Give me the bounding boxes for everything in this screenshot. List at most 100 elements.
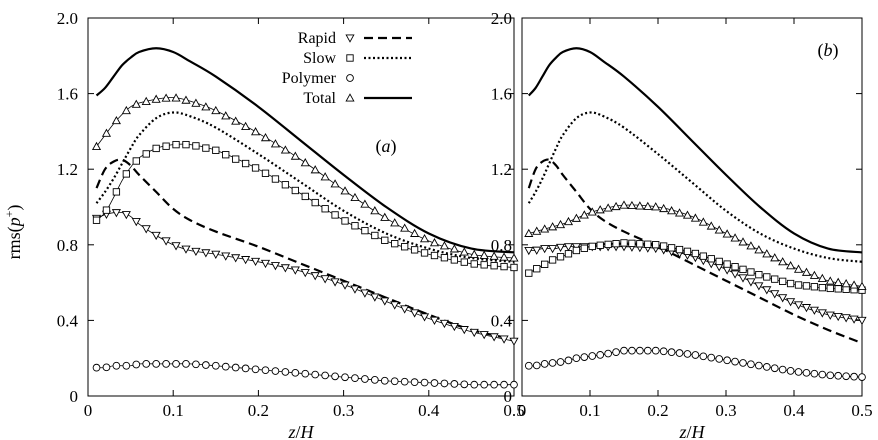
plot-frame bbox=[521, 17, 863, 397]
data-point-total bbox=[260, 132, 271, 142]
data-point-slow bbox=[739, 265, 747, 274]
data-point-total bbox=[439, 241, 449, 250]
y-tick-label: 0.4 bbox=[57, 311, 79, 330]
data-point-polymer bbox=[802, 368, 811, 377]
data-point-total bbox=[722, 229, 732, 238]
series-markers-polymer bbox=[524, 346, 866, 381]
series-markers-slow bbox=[525, 239, 866, 294]
data-point-polymer bbox=[731, 357, 739, 366]
data-point-total bbox=[793, 264, 804, 273]
data-point-slow bbox=[401, 243, 409, 251]
data-point-rapid bbox=[849, 315, 859, 324]
data-point-slow bbox=[683, 247, 692, 256]
data-point-slow bbox=[533, 265, 541, 273]
legend-marker-total bbox=[345, 93, 355, 102]
data-point-polymer bbox=[510, 380, 518, 389]
data-point-total bbox=[786, 261, 796, 270]
data-point-slow bbox=[731, 263, 739, 271]
data-point-polymer bbox=[564, 356, 573, 365]
data-point-rapid bbox=[380, 297, 390, 306]
data-point-slow bbox=[818, 283, 826, 292]
data-point-rapid bbox=[762, 286, 772, 295]
data-point-rapid bbox=[754, 282, 764, 291]
data-point-total bbox=[746, 241, 756, 250]
plot-frame bbox=[87, 17, 515, 397]
data-point-slow bbox=[291, 186, 299, 195]
data-point-polymer bbox=[361, 375, 369, 383]
data-point-slow bbox=[667, 244, 676, 252]
data-point-total bbox=[509, 253, 519, 262]
data-point-rapid bbox=[340, 281, 350, 290]
data-point-polymer bbox=[524, 361, 533, 370]
data-point-rapid bbox=[540, 245, 550, 254]
data-point-slow bbox=[112, 188, 121, 196]
data-point-polymer bbox=[311, 370, 320, 379]
data-point-slow bbox=[691, 249, 700, 258]
data-point-polymer bbox=[715, 355, 724, 363]
data-point-total bbox=[469, 249, 479, 258]
data-point-slow bbox=[182, 140, 190, 149]
y-tick-label: 1.2 bbox=[57, 160, 78, 179]
data-point-total bbox=[770, 253, 780, 262]
series-markers-rapid bbox=[91, 209, 519, 346]
data-point-polymer bbox=[291, 368, 300, 377]
data-point-polymer bbox=[241, 364, 250, 373]
data-point-total bbox=[151, 94, 161, 103]
data-point-slow bbox=[644, 240, 652, 248]
data-point-polymer bbox=[540, 360, 549, 368]
data-point-total bbox=[141, 96, 151, 105]
data-point-total bbox=[489, 251, 499, 260]
data-point-polymer bbox=[858, 373, 866, 381]
series-connector-slow bbox=[96, 143, 515, 268]
data-point-slow bbox=[232, 155, 240, 163]
legend-marker-slow bbox=[346, 54, 354, 62]
data-point-polymer bbox=[370, 376, 379, 384]
data-point-slow bbox=[122, 170, 130, 178]
data-point-total bbox=[380, 212, 390, 221]
data-point-slow bbox=[763, 273, 771, 281]
data-point-rapid bbox=[121, 211, 131, 220]
data-point-rapid bbox=[793, 301, 804, 310]
data-point-rapid bbox=[419, 313, 430, 322]
data-point-total bbox=[817, 273, 827, 282]
data-point-slow bbox=[162, 142, 170, 150]
data-point-slow bbox=[281, 181, 290, 189]
data-point-rapid bbox=[857, 316, 867, 326]
data-point-rapid bbox=[825, 311, 835, 320]
data-point-polymer bbox=[321, 371, 329, 380]
data-point-rapid bbox=[778, 294, 788, 303]
data-point-polymer bbox=[723, 356, 731, 365]
data-point-slow bbox=[92, 216, 101, 224]
data-point-slow bbox=[212, 146, 220, 154]
series-line-slow-dotted bbox=[95, 111, 515, 263]
data-point-slow bbox=[564, 250, 573, 258]
data-point-polymer bbox=[92, 363, 101, 372]
data-point-slow bbox=[271, 175, 280, 183]
panel-label: (b) bbox=[818, 40, 839, 61]
y-tick-label: 2.0 bbox=[491, 9, 512, 28]
data-point-polymer bbox=[400, 377, 409, 386]
data-point-polymer bbox=[460, 380, 469, 389]
data-point-polymer bbox=[683, 350, 692, 358]
data-point-total bbox=[121, 105, 131, 115]
data-point-rapid bbox=[833, 312, 843, 322]
x-tick-label: 0.4 bbox=[783, 401, 805, 420]
data-point-total bbox=[181, 95, 191, 104]
data-point-slow bbox=[715, 257, 723, 266]
data-point-rapid bbox=[290, 266, 300, 275]
data-point-slow bbox=[675, 245, 684, 254]
data-point-total bbox=[825, 276, 835, 285]
data-point-rapid bbox=[270, 262, 281, 271]
series-connector-rapid bbox=[96, 211, 515, 342]
data-point-polymer bbox=[410, 378, 419, 386]
data-point-rapid bbox=[350, 285, 360, 294]
data-point-rapid bbox=[770, 290, 780, 299]
data-point-slow bbox=[580, 244, 588, 252]
data-point-rapid bbox=[786, 298, 796, 307]
data-point-total bbox=[603, 203, 613, 212]
data-point-slow bbox=[202, 144, 210, 152]
data-point-polymer bbox=[480, 380, 489, 389]
data-point-slow bbox=[794, 281, 803, 289]
data-point-total bbox=[611, 201, 621, 211]
